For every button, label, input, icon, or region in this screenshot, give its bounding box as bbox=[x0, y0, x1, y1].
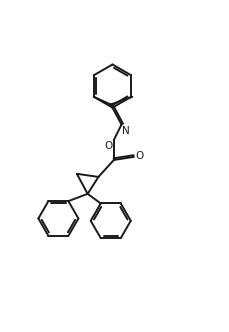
Text: O: O bbox=[104, 141, 113, 151]
Text: O: O bbox=[135, 151, 143, 161]
Text: N: N bbox=[122, 126, 129, 136]
